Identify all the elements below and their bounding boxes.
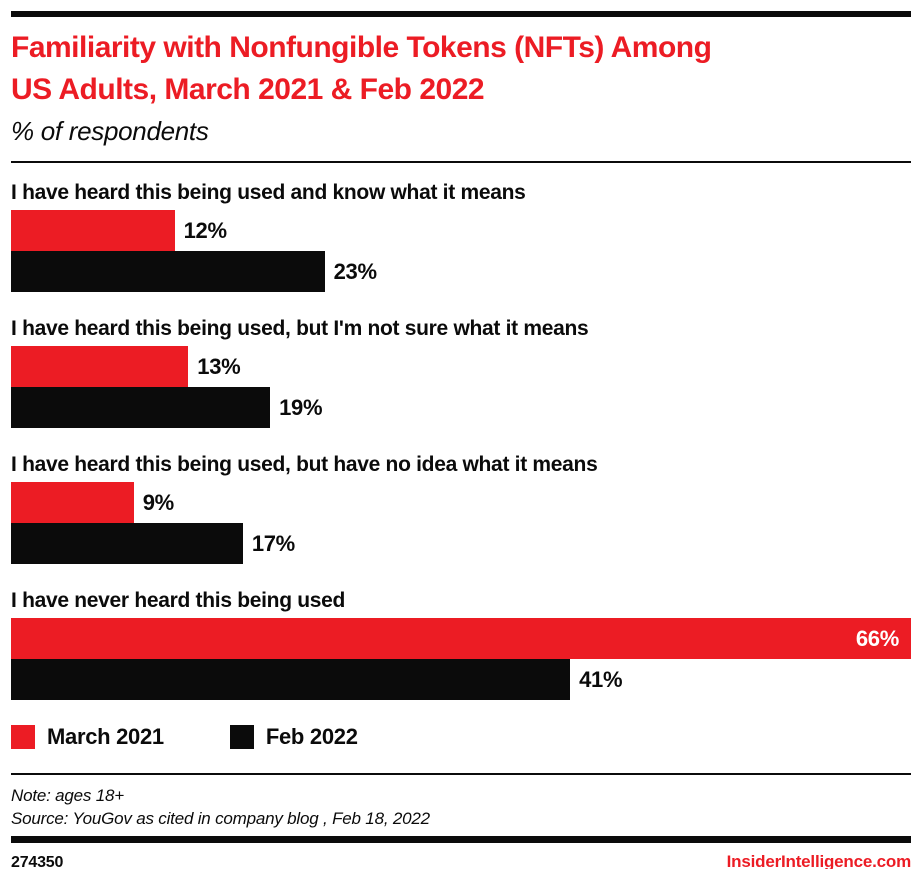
chart-id: 274350 bbox=[11, 854, 64, 869]
legend-item-feb-2022: Feb 2022 bbox=[229, 724, 358, 750]
bar-march-2021 bbox=[11, 210, 175, 251]
footer: 274350 InsiderIntelligence.com bbox=[11, 852, 911, 869]
brand-link[interactable]: InsiderIntelligence.com bbox=[726, 852, 912, 869]
source-text: Source: YouGov as cited in company blog … bbox=[11, 809, 430, 828]
bar-feb-2022 bbox=[11, 251, 325, 292]
note-text: Note: ages 18+ bbox=[11, 786, 124, 805]
bar-group: I have heard this being used and know wh… bbox=[11, 180, 911, 292]
value-label: 19% bbox=[279, 394, 323, 420]
bar-row-feb-2022: 41% bbox=[11, 659, 911, 700]
chart-title: Familiarity with Nonfungible Tokens (NFT… bbox=[11, 31, 712, 106]
bar-feb-2022 bbox=[11, 387, 271, 428]
value-label: 12% bbox=[183, 217, 227, 243]
value-label: 23% bbox=[333, 258, 377, 284]
header-divider bbox=[11, 161, 911, 163]
bar-group: I have heard this being used, but I'm no… bbox=[11, 316, 911, 428]
category-label: I have never heard this being used bbox=[11, 589, 346, 612]
legend-swatch-feb-2022 bbox=[229, 725, 254, 749]
bar-group: I have never heard this being used 66% 41% bbox=[11, 588, 911, 700]
value-label: 41% bbox=[579, 666, 623, 692]
legend-label: Feb 2022 bbox=[265, 724, 358, 749]
bar-feb-2022 bbox=[11, 523, 243, 564]
value-label: 13% bbox=[197, 353, 241, 379]
top-rule bbox=[11, 11, 911, 17]
bar-chart: I have heard this being used and know wh… bbox=[11, 180, 911, 700]
page: Familiarity with Nonfungible Tokens (NFT… bbox=[0, 11, 922, 869]
bar-march-2021 bbox=[11, 346, 189, 387]
chart-subtitle: % of respondents bbox=[11, 116, 209, 146]
legend: March 2021 Feb 2022 bbox=[11, 724, 911, 750]
value-label: 66% bbox=[855, 626, 899, 651]
bar-row-march-2021: 12% bbox=[11, 210, 911, 251]
bar-row-march-2021: 9% bbox=[11, 482, 911, 523]
category-label: I have heard this being used, but I'm no… bbox=[11, 317, 589, 340]
legend-swatch-march-2021 bbox=[11, 725, 35, 749]
legend-label: March 2021 bbox=[47, 724, 164, 749]
category-label: I have heard this being used, but have n… bbox=[11, 453, 598, 476]
category-label: I have heard this being used and know wh… bbox=[11, 181, 526, 204]
bar-row-feb-2022: 19% bbox=[11, 387, 911, 428]
bar-row-march-2021: 13% bbox=[11, 346, 911, 387]
notes-divider bbox=[11, 773, 911, 775]
bar-march-2021 bbox=[11, 482, 134, 523]
bar-march-2021: 66% bbox=[11, 618, 911, 659]
value-label: 9% bbox=[142, 489, 175, 515]
bar-row-march-2021: 66% bbox=[11, 618, 911, 659]
bar-feb-2022 bbox=[11, 659, 571, 700]
notes-block: Note: ages 18+ Source: YouGov as cited i… bbox=[11, 784, 911, 830]
footer-rule bbox=[11, 836, 911, 843]
value-label: 17% bbox=[251, 530, 295, 556]
bar-group: I have heard this being used, but have n… bbox=[11, 452, 911, 564]
bar-row-feb-2022: 23% bbox=[11, 251, 911, 292]
bar-row-feb-2022: 17% bbox=[11, 523, 911, 564]
legend-item-march-2021: March 2021 bbox=[11, 724, 164, 750]
